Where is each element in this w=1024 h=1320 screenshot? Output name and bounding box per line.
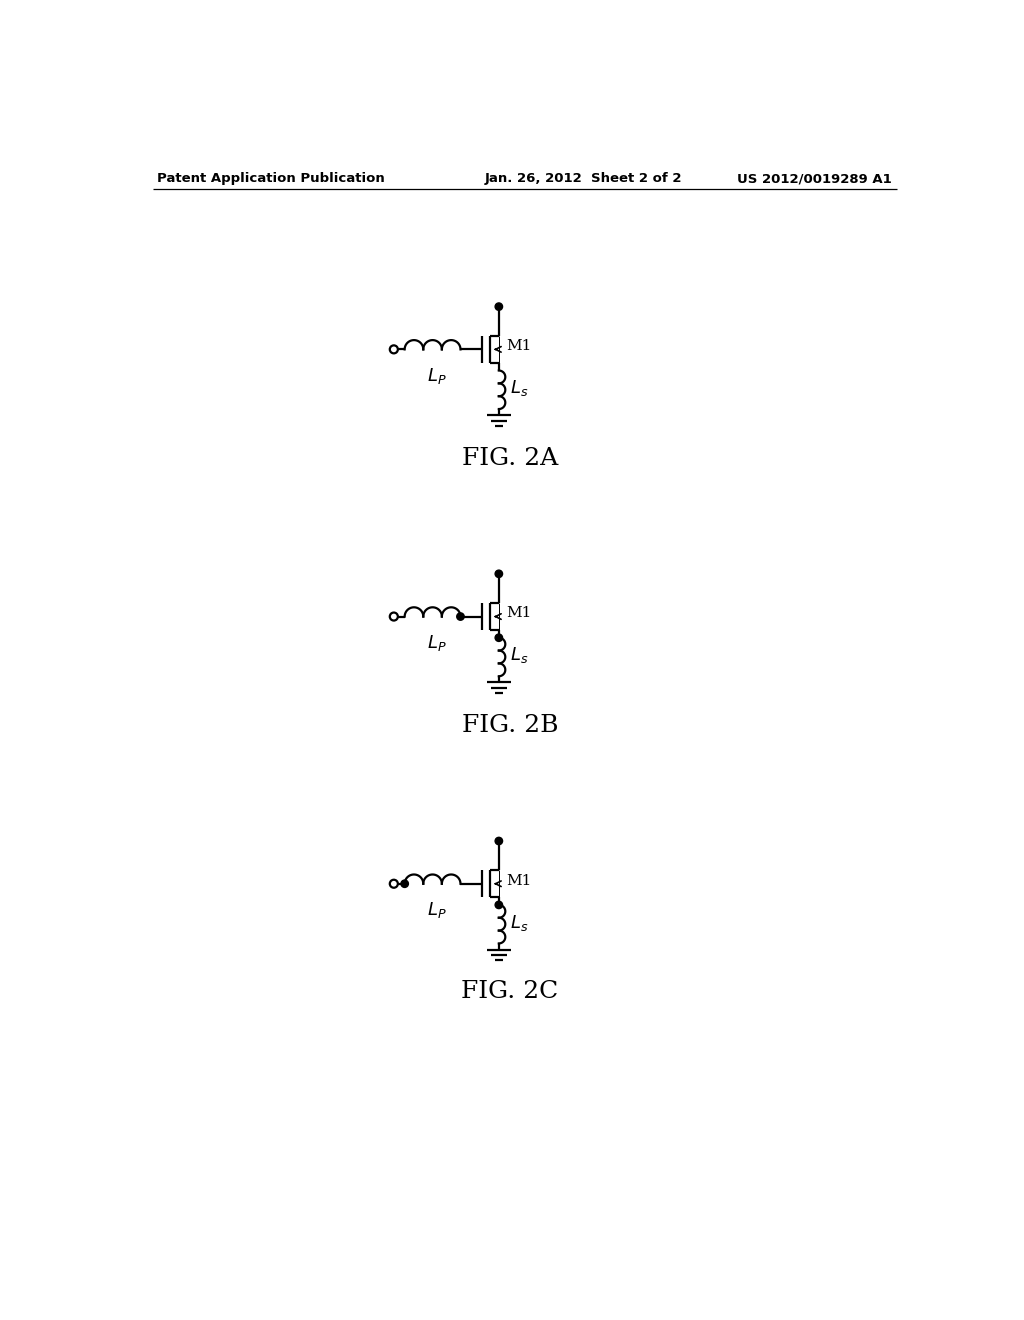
Text: FIG. 2C: FIG. 2C [462,979,559,1003]
Text: Jan. 26, 2012  Sheet 2 of 2: Jan. 26, 2012 Sheet 2 of 2 [484,173,682,185]
Circle shape [401,880,409,887]
Circle shape [496,634,503,642]
Text: US 2012/0019289 A1: US 2012/0019289 A1 [737,173,892,185]
Circle shape [496,902,503,908]
Text: $L_s$: $L_s$ [510,645,528,665]
Text: $L_s$: $L_s$ [510,379,528,399]
Circle shape [496,302,503,310]
Text: M1: M1 [507,606,531,620]
Text: $L_P$: $L_P$ [427,900,446,920]
Text: Patent Application Publication: Patent Application Publication [158,173,385,185]
Text: M1: M1 [507,874,531,887]
Text: $L_s$: $L_s$ [510,912,528,933]
Text: FIG. 2B: FIG. 2B [462,714,558,738]
Circle shape [496,837,503,845]
Text: $L_P$: $L_P$ [427,366,446,385]
Text: $L_P$: $L_P$ [427,634,446,653]
Text: FIG. 2A: FIG. 2A [462,447,558,470]
Text: M1: M1 [507,339,531,354]
Circle shape [457,612,464,620]
Circle shape [496,570,503,578]
